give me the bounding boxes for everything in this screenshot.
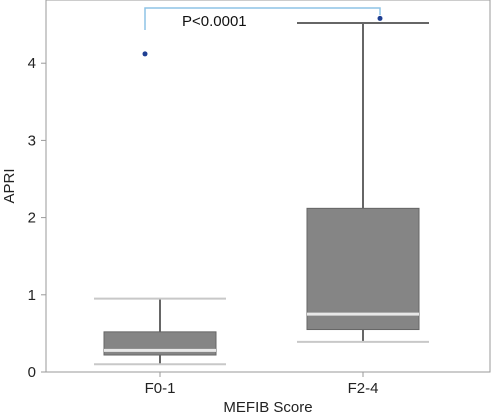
iqr-box — [306, 207, 420, 331]
significance-label: P<0.0001 — [182, 13, 247, 30]
y-axis-title: APRI — [1, 168, 18, 203]
y-axis: 0 1 2 3 4 — [28, 55, 46, 381]
y-tick-label: 1 — [28, 287, 36, 304]
y-tick-label: 3 — [28, 132, 36, 149]
y-tick-label: 4 — [28, 55, 36, 72]
box-series — [94, 15, 429, 366]
x-axis: F0-1 F2-4 — [145, 372, 379, 397]
box-f2-4 — [297, 15, 429, 343]
x-axis-title: MEFIB Score — [223, 399, 312, 416]
significance-bracket — [144, 7, 381, 30]
bracket-line — [144, 7, 381, 30]
y-tick-label: 2 — [28, 210, 36, 227]
plot-frame — [45, 0, 491, 373]
x-tick-label: F0-1 — [145, 380, 176, 397]
y-tick-label: 0 — [28, 364, 36, 381]
outlier-point — [142, 51, 148, 57]
x-tick-label: F2-4 — [348, 380, 379, 397]
box-f0-1 — [94, 51, 226, 366]
outlier-point — [377, 15, 383, 21]
